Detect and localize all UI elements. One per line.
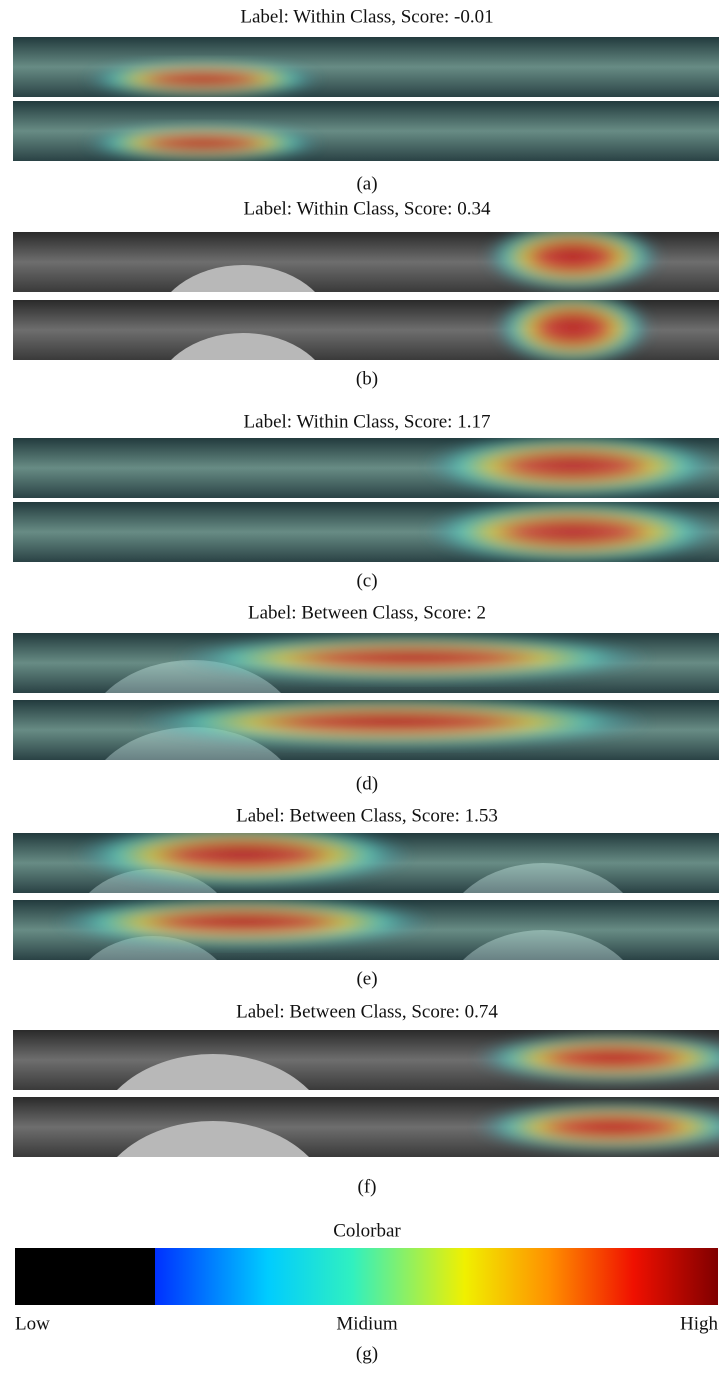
colorbar-low (15, 1248, 155, 1305)
colorbar-label: High (680, 1313, 719, 1334)
panel-caption: (a) (356, 173, 377, 194)
heatmap-strip (13, 101, 719, 162)
panel: Label: Within Class, Score: 1.17 (c) (13, 411, 720, 591)
panel-title: Label: Between Class, Score: 2 (248, 602, 486, 623)
panel-caption: (e) (356, 968, 377, 989)
panel-caption: (b) (356, 368, 378, 389)
heatmap-strip (13, 500, 720, 564)
colorbar-gradient (155, 1248, 718, 1305)
colorbar-label: Low (15, 1313, 50, 1334)
heat-blob (483, 222, 663, 292)
figure: Label: Within Class, Score: -0.01(a)Labe… (0, 0, 720, 1372)
panel-caption: (f) (358, 1176, 377, 1197)
panel-title: Label: Within Class, Score: 0.34 (244, 198, 491, 219)
colorbar-title: Colorbar (333, 1220, 401, 1241)
heat-blob (493, 290, 653, 367)
panel-title: Label: Within Class, Score: -0.01 (240, 6, 493, 27)
colorbar-label: Midium (336, 1313, 397, 1334)
panel: Label: Within Class, Score: -0.01 (a) (13, 6, 719, 194)
heatmap-strip (13, 37, 719, 98)
panel-title: Label: Within Class, Score: 1.17 (244, 411, 491, 432)
heat-blob (53, 896, 433, 947)
heatmap-strip (13, 434, 720, 498)
heat-blob (73, 823, 413, 887)
colorbar: Colorbar Low Midium High (g) (15, 1220, 719, 1364)
heat-blob (423, 434, 720, 498)
panel-caption: (c) (356, 570, 377, 591)
panel-title: Label: Between Class, Score: 1.53 (236, 805, 498, 826)
heat-blob (133, 696, 653, 747)
panels: Label: Within Class, Score: -0.01(a)Labe… (13, 6, 720, 1301)
panel-caption: (d) (356, 773, 378, 794)
colorbar-caption: (g) (356, 1343, 378, 1364)
heat-blob (83, 124, 323, 162)
heat-blob (173, 634, 653, 682)
panel-title: Label: Between Class, Score: 0.74 (236, 1001, 498, 1022)
heat-blob (423, 500, 720, 564)
heat-blob (83, 60, 323, 98)
